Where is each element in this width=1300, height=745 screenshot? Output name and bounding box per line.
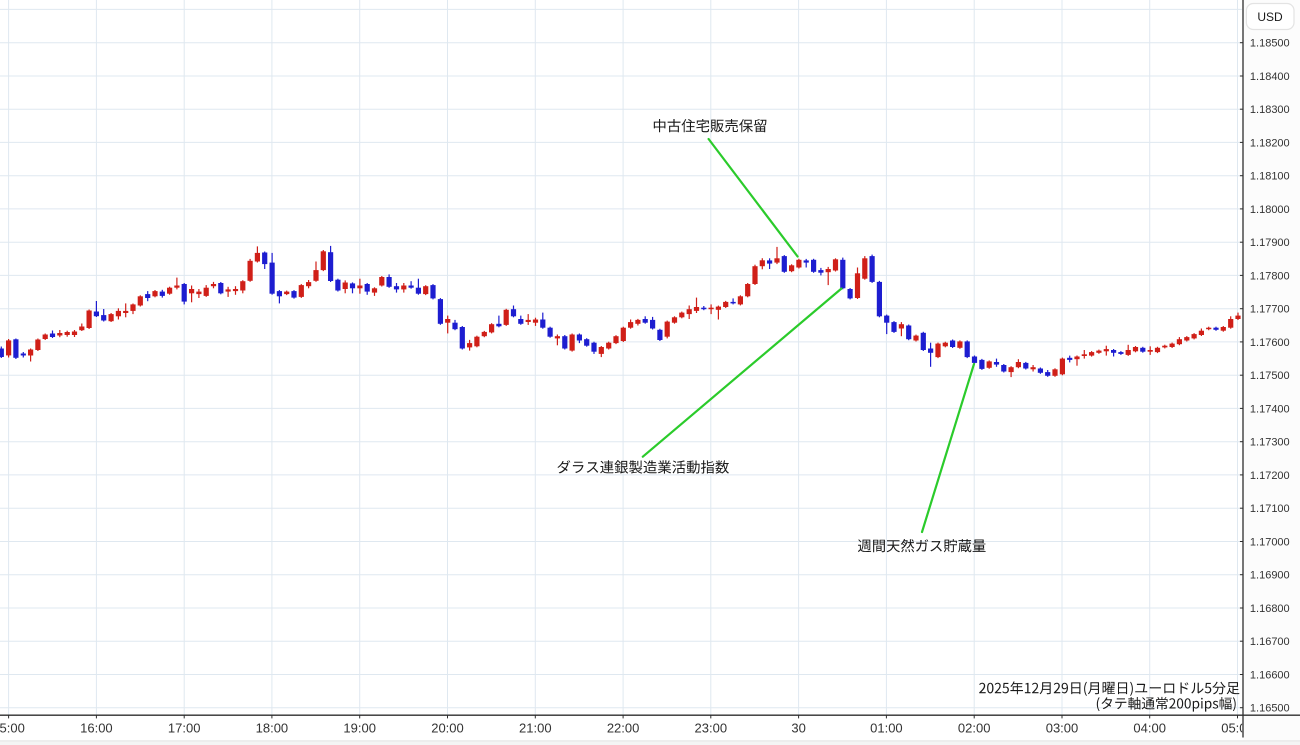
svg-text:03:00: 03:00 <box>1046 721 1079 736</box>
svg-text:1.16700: 1.16700 <box>1250 636 1290 648</box>
svg-text:22:00: 22:00 <box>607 721 640 736</box>
svg-text:1.17200: 1.17200 <box>1250 470 1290 482</box>
svg-text:1.17000: 1.17000 <box>1250 536 1290 548</box>
svg-text:30: 30 <box>791 721 805 736</box>
svg-text:USD: USD <box>1257 10 1283 24</box>
svg-text:1.18200: 1.18200 <box>1250 137 1290 149</box>
svg-text:04:00: 04:00 <box>1133 721 1166 736</box>
svg-text:1.16600: 1.16600 <box>1250 669 1290 681</box>
svg-text:15:00: 15:00 <box>0 721 25 736</box>
svg-text:1.18100: 1.18100 <box>1250 171 1290 183</box>
svg-text:1.18400: 1.18400 <box>1250 71 1290 83</box>
svg-text:1.17300: 1.17300 <box>1250 437 1290 449</box>
svg-text:19:00: 19:00 <box>343 721 376 736</box>
svg-text:1.17800: 1.17800 <box>1250 270 1290 282</box>
svg-text:17:00: 17:00 <box>168 721 201 736</box>
svg-text:1.17600: 1.17600 <box>1250 337 1290 349</box>
svg-text:1.16500: 1.16500 <box>1250 703 1290 715</box>
svg-text:1.16800: 1.16800 <box>1250 603 1290 615</box>
svg-text:18:00: 18:00 <box>256 721 289 736</box>
svg-text:1.18500: 1.18500 <box>1250 38 1290 50</box>
svg-text:16:00: 16:00 <box>80 721 113 736</box>
svg-text:1.17900: 1.17900 <box>1250 237 1290 249</box>
svg-text:20:00: 20:00 <box>431 721 464 736</box>
svg-text:1.18000: 1.18000 <box>1250 204 1290 216</box>
svg-text:01:00: 01:00 <box>870 721 903 736</box>
svg-text:02:00: 02:00 <box>958 721 991 736</box>
svg-text:1.17100: 1.17100 <box>1250 503 1290 515</box>
svg-text:1.17500: 1.17500 <box>1250 370 1290 382</box>
svg-text:21:00: 21:00 <box>519 721 552 736</box>
svg-text:1.17400: 1.17400 <box>1250 403 1290 415</box>
svg-text:23:00: 23:00 <box>695 721 728 736</box>
svg-text:1.18300: 1.18300 <box>1250 104 1290 116</box>
svg-text:05:00: 05:00 <box>1221 721 1254 736</box>
svg-text:1.17700: 1.17700 <box>1250 304 1290 316</box>
svg-text:1.16900: 1.16900 <box>1250 570 1290 582</box>
